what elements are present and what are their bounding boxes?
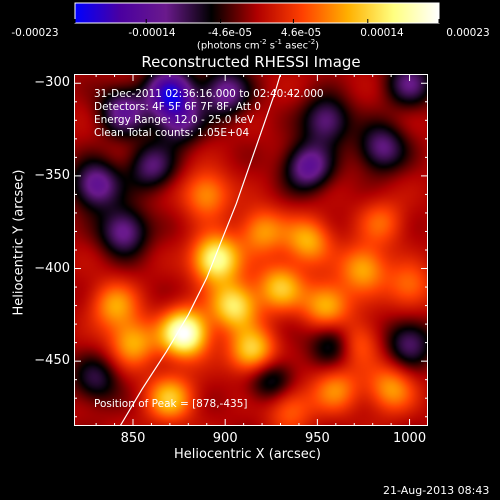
units-exp: -1 xyxy=(275,38,283,46)
x-axis-ticks xyxy=(95,74,428,426)
y-tick-label: −300 xyxy=(34,75,70,91)
time-range-text: 31-Dec-2011 02:36:16.000 to 02:40:42.000 xyxy=(94,88,324,100)
colorbar-tick-label: 0.00014 xyxy=(360,27,404,39)
peak-position-text: Position of Peak = [878,-435] xyxy=(94,398,248,410)
x-axis-label: Heliocentric X (arcsec) xyxy=(174,447,321,462)
colorbar xyxy=(74,2,440,24)
colorbar-tick-label: -0.00014 xyxy=(128,27,176,39)
heatmap-image xyxy=(74,74,428,426)
plot-area xyxy=(74,74,428,426)
x-tick-label: 950 xyxy=(304,431,330,446)
y-tick-label: −350 xyxy=(34,167,70,183)
y-tick-label: −400 xyxy=(34,260,70,276)
colorbar-tick-label: -4.6e-05 xyxy=(207,27,253,39)
units-text: (photons cm xyxy=(196,40,260,52)
units-exp: -2 xyxy=(308,38,316,46)
units-exp: -2 xyxy=(259,38,267,46)
colorbar-tick-label: 4.6e-05 xyxy=(280,27,322,39)
colorbar-fill xyxy=(74,2,440,24)
colorbar-tick-label: 0.00023 xyxy=(446,27,490,39)
units-text: ) xyxy=(315,40,320,52)
detectors-text: Detectors: 4F 5F 6F 7F 8F, Att 0 xyxy=(94,101,261,113)
energy-range-text: Energy Range: 12.0 - 25.0 keV xyxy=(94,114,255,126)
y-axis-label: Heliocentric Y (arcsec) xyxy=(11,169,27,316)
x-tick-label: 1000 xyxy=(393,431,427,446)
colorbar-ticks xyxy=(74,19,440,23)
units-text: asec xyxy=(282,40,309,52)
colorbar-units: (photons cm-2 s-1 asec-2) xyxy=(197,38,319,51)
x-tick-label: 900 xyxy=(212,431,238,446)
clean-counts-text: Clean Total counts: 1.05E+04 xyxy=(94,127,250,139)
x-tick-label: 850 xyxy=(120,431,146,446)
y-axis-ticks xyxy=(74,82,428,418)
chart-title: Reconstructed RHESSI Image xyxy=(141,53,361,71)
y-tick-label: −450 xyxy=(34,353,70,369)
colorbar-tick-label: -0.00023 xyxy=(11,27,59,39)
solar-limb-curve xyxy=(119,74,282,426)
units-text: s xyxy=(266,40,276,52)
footer-date: 21-Aug-2013 08:43 xyxy=(383,484,490,497)
